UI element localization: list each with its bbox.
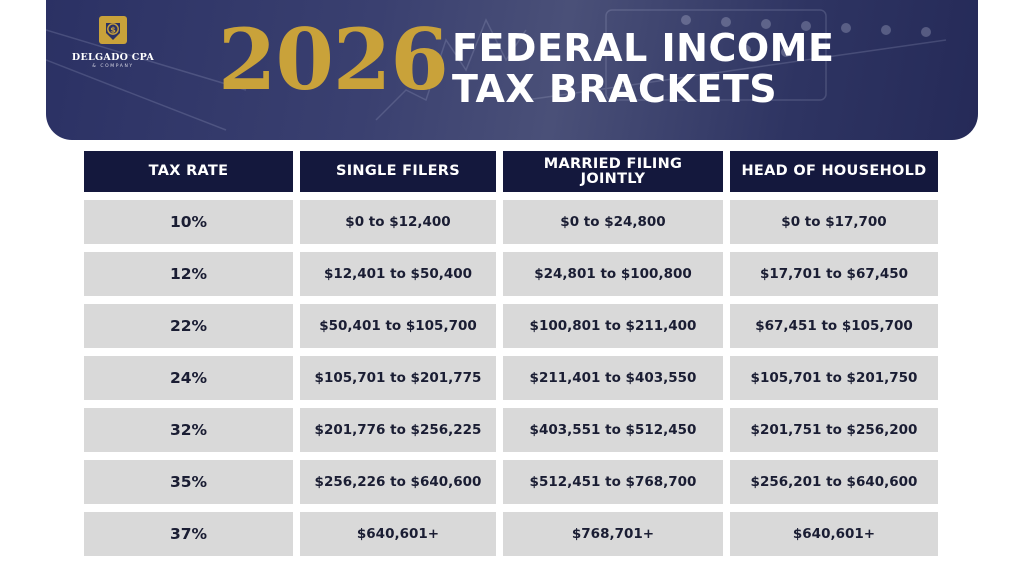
single-filers-cell: $12,401 to $50,400 [300,252,496,296]
tax-rate-cell: 37% [84,512,293,556]
brand-name: DELGADO CPA [71,52,155,63]
married-filing-jointly-cell: $403,551 to $512,450 [503,408,723,452]
head-of-household-cell: $17,701 to $67,450 [730,252,938,296]
head-of-household-cell: $0 to $17,700 [730,200,938,244]
column-header-head-of-household: HEAD OF HOUSEHOLD [730,151,938,192]
title-year: 2026 [218,10,449,109]
married-filing-jointly-cell: $211,401 to $403,550 [503,356,723,400]
tax-rate-cell: 10% [84,200,293,244]
head-of-household-cell: $256,201 to $640,600 [730,460,938,504]
tax-rate-cell: 24% [84,356,293,400]
head-of-household-cell: $105,701 to $201,750 [730,356,938,400]
brand-tagline: & COMPANY [92,64,134,69]
column-header-single-filers: SINGLE FILERS [300,151,496,192]
tax-rate-cell: 12% [84,252,293,296]
title-line-1: FEDERAL INCOME [452,26,835,70]
dollar-shield-logo-icon: $ [99,16,127,44]
married-filing-jointly-cell: $512,451 to $768,700 [503,460,723,504]
married-filing-jointly-cell: $24,801 to $100,800 [503,252,723,296]
tax-rate-cell: 35% [84,460,293,504]
single-filers-cell: $0 to $12,400 [300,200,496,244]
background-finance-illustration [46,9,947,131]
single-filers-cell: $640,601+ [300,512,496,556]
single-filers-cell: $50,401 to $105,700 [300,304,496,348]
married-filing-jointly-cell: $0 to $24,800 [503,200,723,244]
head-of-household-cell: $201,751 to $256,200 [730,408,938,452]
tax-brackets-table: TAX RATE SINGLE FILERS MARRIED FILING JO… [84,151,940,556]
single-filers-cell: $256,226 to $640,600 [300,460,496,504]
married-filing-jointly-cell: $768,701+ [503,512,723,556]
page-title: FEDERAL INCOME TAX BRACKETS [452,28,872,110]
brand-logo: $ DELGADO CPA & COMPANY [68,14,158,84]
svg-text:$: $ [110,25,116,34]
tax-rate-cell: 22% [84,304,293,348]
column-header-married-filing-jointly: MARRIED FILING JOINTLY [503,151,723,192]
column-header-tax-rate: TAX RATE [84,151,293,192]
single-filers-cell: $201,776 to $256,225 [300,408,496,452]
header-banner: $ DELGADO CPA & COMPANY [46,0,978,140]
head-of-household-cell: $67,451 to $105,700 [730,304,938,348]
married-filing-jointly-cell: $100,801 to $211,400 [503,304,723,348]
head-of-household-cell: $640,601+ [730,512,938,556]
title-line-2: TAX BRACKETS [452,67,778,111]
tax-rate-cell: 32% [84,408,293,452]
single-filers-cell: $105,701 to $201,775 [300,356,496,400]
